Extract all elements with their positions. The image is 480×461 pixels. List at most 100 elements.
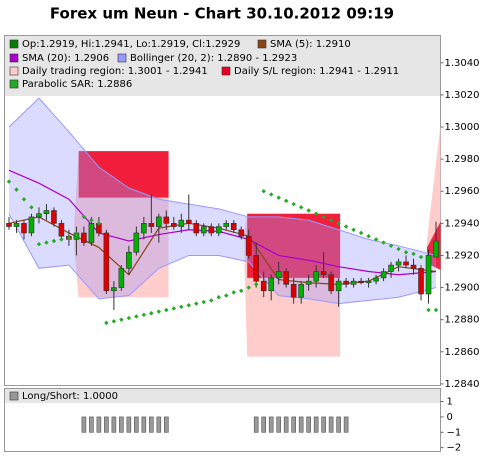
legend-label: SMA (5): 1.2910 (270, 39, 351, 50)
bar (96, 416, 102, 433)
candle-body (148, 223, 155, 227)
candle-body (208, 226, 215, 234)
candle-body (418, 267, 424, 295)
sar-point (96, 221, 102, 226)
y-tick-label: −1 (447, 427, 462, 438)
sar-point (186, 303, 191, 308)
candle-body (380, 271, 387, 279)
y-tick-label: 1.2860 (445, 347, 480, 358)
candle-body (373, 277, 379, 282)
candle-body (193, 223, 200, 234)
sar-point (403, 250, 409, 255)
bar (119, 416, 124, 433)
candle-body (156, 216, 162, 227)
candle-body (215, 226, 222, 234)
bar (268, 416, 274, 433)
candle-body (163, 216, 170, 224)
sar-point (149, 311, 154, 316)
y-tick-label: 1.2940 (445, 218, 480, 229)
y-tick-label: 1.2920 (445, 250, 480, 261)
bar (126, 416, 132, 433)
legend-label: Daily trading region: 1.3001 - 1.2941 (22, 66, 208, 77)
region (427, 125, 441, 248)
candle-body (230, 223, 237, 231)
candle-body (88, 223, 95, 243)
candle-body (238, 229, 245, 237)
y-tick-label: 1.2980 (445, 154, 480, 165)
sar-point (104, 320, 109, 326)
sar-point (321, 214, 326, 220)
legend-label: Parabolic SAR: 1.2886 (22, 79, 132, 90)
y-tick-label: −2 (447, 443, 462, 454)
candle-body (328, 274, 334, 292)
sar-point (44, 240, 49, 245)
sar-point (156, 309, 162, 314)
sar-point (426, 307, 431, 313)
sar-point (224, 293, 229, 298)
bar (149, 416, 154, 433)
candle-body (268, 277, 274, 292)
candle-body (133, 232, 140, 253)
legend-swatch (9, 53, 19, 63)
sar-point (336, 221, 341, 226)
bar (104, 416, 109, 433)
candle-body (13, 223, 20, 227)
candle-body (290, 284, 297, 298)
sar-point (411, 251, 416, 257)
candle-body (320, 271, 327, 276)
sar-point (306, 208, 311, 213)
sar-point (126, 315, 132, 321)
sar-point (268, 192, 274, 197)
sar-point (366, 233, 371, 239)
candle-body (171, 223, 177, 227)
sar-point (29, 205, 34, 210)
candle-body (141, 223, 147, 234)
sar-point (433, 307, 439, 313)
legend-label: Bollinger (20, 2): 1.2890 - 1.2923 (130, 53, 297, 64)
bar (276, 416, 281, 433)
candle-body (253, 255, 260, 282)
sar-point (164, 307, 169, 313)
candle-body (51, 210, 57, 224)
sar-point (388, 243, 394, 249)
candle-body (118, 267, 125, 288)
bar (134, 416, 139, 433)
candle-body (58, 223, 65, 237)
candle-body (275, 271, 282, 279)
bollinger-upper (8, 97, 437, 256)
candle-body (433, 240, 439, 258)
bar (89, 416, 94, 433)
candle-body (305, 280, 312, 285)
sar-point (209, 298, 214, 303)
y-tick-label: 1.3020 (445, 90, 480, 101)
sar-point (239, 288, 244, 293)
y-tick-label: 1 (447, 397, 453, 408)
bar (313, 416, 319, 433)
legend-label: Long/Short: 1.0000 (22, 391, 118, 402)
y-tick-label: 0 (447, 412, 453, 423)
candle-body (403, 261, 409, 266)
candle-body (313, 271, 319, 282)
sar-point (119, 317, 124, 322)
candle-body (28, 216, 35, 234)
sar-point (51, 238, 57, 244)
candle-body (425, 255, 432, 295)
sar-point (36, 242, 42, 247)
sar-point (201, 299, 206, 305)
bar (283, 416, 289, 433)
bar (291, 416, 296, 433)
sar-point (246, 285, 251, 290)
sar-point (59, 237, 64, 242)
candle-body (126, 251, 132, 269)
candle-body (365, 280, 372, 284)
bar (261, 416, 267, 433)
candle-body (43, 210, 50, 215)
candle-body (358, 280, 364, 284)
bollinger-band (8, 98, 437, 304)
sar-point (179, 304, 184, 310)
sar-point (21, 197, 27, 202)
legend-swatch (9, 66, 19, 76)
sar-point (328, 217, 334, 223)
sar-point (343, 224, 349, 229)
chart-title: Forex um Neun - Chart 30.10.2012 09:19 (50, 5, 394, 23)
